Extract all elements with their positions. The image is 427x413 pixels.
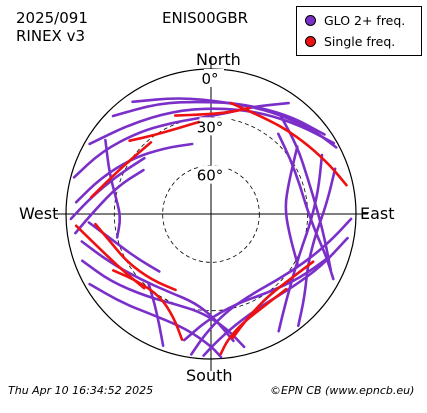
legend-item-single: Single freq.: [305, 33, 395, 49]
elevation-label-bg-0: [204, 69, 224, 87]
west-label: West: [19, 204, 59, 223]
elevation-label-60: 60°: [197, 167, 224, 185]
glo-track-8: [279, 113, 332, 272]
glo-track-5: [69, 156, 146, 221]
glo-track-11: [190, 217, 353, 356]
glo-track-1: [88, 107, 336, 146]
elevation-label-bg-60: [199, 165, 229, 184]
single-track-2: [128, 119, 205, 142]
single-track-7: [231, 260, 315, 340]
legend-marker-single: [305, 35, 316, 47]
glo-track-13: [81, 259, 246, 349]
glo-track-17: [182, 255, 331, 342]
single-track-8: [74, 224, 146, 290]
glo-track-19: [284, 145, 299, 266]
glo-track-15: [88, 282, 223, 359]
glo-track-12: [202, 236, 349, 357]
elevation-label-30: 30°: [197, 118, 224, 136]
glo-track-10: [297, 167, 337, 327]
rinex-version-label: RINEX v3: [16, 27, 86, 45]
single-track-4: [94, 222, 177, 292]
timestamp-label: Thu Apr 10 16:34:52 2025: [8, 384, 154, 397]
station-title: ENIS00GBR: [162, 9, 249, 27]
legend-label-single: Single freq.: [324, 33, 396, 49]
single-track-1: [229, 101, 348, 187]
glo-track-20: [147, 282, 165, 347]
legend-marker-glo: [305, 14, 316, 26]
glo-track-6: [74, 168, 145, 235]
single-track-3: [90, 141, 153, 199]
elevation-label-bg-30: [199, 117, 229, 136]
east-label: East: [360, 204, 395, 223]
legend-item-glo: GLO 2+ freq.: [305, 12, 405, 28]
skyplot-grid: [54, 57, 368, 371]
satellite-tracks: [69, 97, 353, 359]
date-label: 2025/091: [16, 9, 88, 27]
credit-label: ©EPN CB (www.epncb.eu): [270, 384, 415, 397]
legend: GLO 2+ freq. Single freq.: [296, 6, 422, 56]
elevation-label-0: 0°: [201, 70, 218, 88]
elevation-labels: 0° 30° 60°: [197, 69, 229, 185]
glo-track-9: [277, 153, 324, 333]
glo-track-3: [131, 97, 338, 149]
single-track-0: [173, 106, 251, 117]
south-label: South: [186, 366, 233, 385]
legend-label-glo: GLO 2+ freq.: [324, 12, 406, 28]
north-label: North: [196, 50, 241, 69]
glo-track-18: [104, 138, 122, 239]
